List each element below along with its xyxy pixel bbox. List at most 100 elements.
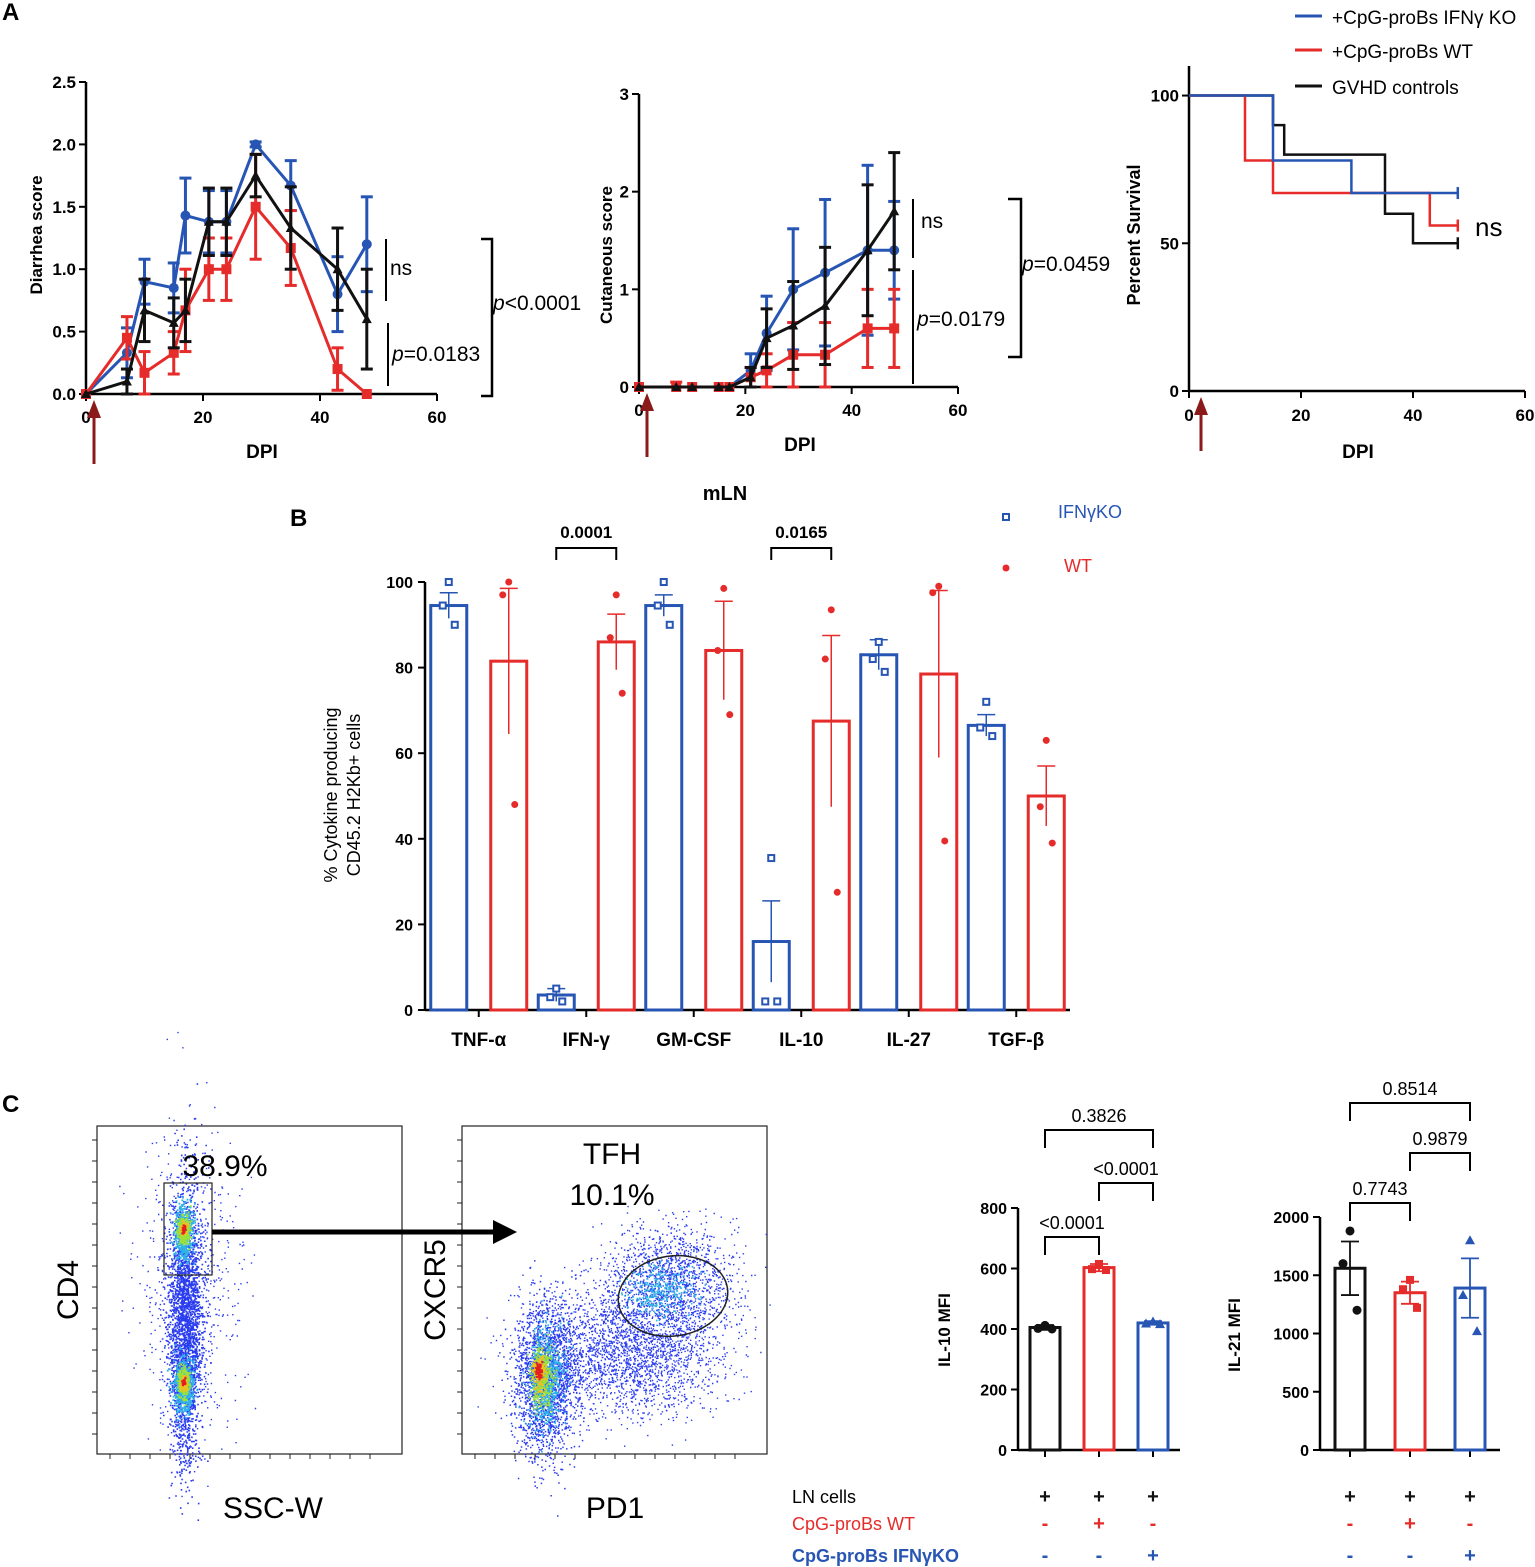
diarrhea-x-tick-label: 40 (311, 408, 330, 427)
il10-comparison-bracket (1098, 1182, 1154, 1201)
cytokine-point (558, 997, 567, 1006)
il10-bar (1028, 1325, 1062, 1452)
il10-y-label: IL-10 MFI (935, 1293, 954, 1367)
diarrhea-point (250, 170, 261, 180)
cytokine-point (499, 591, 507, 599)
condition-sign: - (1347, 1513, 1354, 1535)
cytokine-y-tick-label: 80 (395, 661, 413, 678)
il10-y-tick-label: 0 (998, 1443, 1007, 1460)
cutaneous-x-tick-label: 40 (842, 401, 861, 420)
cytokine-point (935, 582, 943, 590)
cytokine-point (659, 578, 668, 586)
condition-sign: + (1093, 1486, 1105, 1508)
diarrhea-y-tick-label: 1.0 (52, 260, 76, 279)
il10-bar (1136, 1321, 1170, 1452)
cytokine-point (726, 711, 734, 719)
cytokine-chart: mLN % Cytokine producing CD45.2 H2Kb+ ce… (321, 483, 1122, 1051)
survival-day0-arrowhead (1194, 397, 1208, 415)
il10-point (1033, 1323, 1043, 1333)
diarrhea-point (168, 317, 179, 327)
cytokine-point (505, 578, 513, 586)
cytokine-comparison-bracket (770, 547, 833, 560)
cutaneous-y-tick-label: 1 (620, 280, 629, 299)
cutaneous-y-tick-label: 3 (620, 85, 629, 104)
survival-x-tick-label: 60 (1516, 406, 1535, 425)
diarrhea-p2-label: p<0.0001 (492, 292, 581, 315)
cytokine-y-label-2: CD45.2 H2Kb+ cells (344, 714, 364, 877)
condition-sign: + (1147, 1486, 1159, 1508)
survival-x-label: DPI (1342, 442, 1374, 463)
il21-y-tick-label: 2000 (1273, 1210, 1309, 1227)
cytokine-point (665, 620, 674, 629)
condition-sign: - (1347, 1545, 1354, 1567)
il21-comparison-label: 0.9879 (1412, 1129, 1467, 1149)
survival-y-tick-label: 100 (1151, 87, 1179, 106)
cytokine-bar-IFNγKO (966, 723, 1006, 1012)
legend-b: IFNγKO WT (1002, 502, 1122, 576)
condition-sign: + (1404, 1486, 1416, 1508)
diarrhea-point (180, 210, 191, 221)
cytokine-point (1042, 736, 1050, 744)
cytokine-y-tick-label: 0 (404, 1003, 413, 1020)
cutaneous-point (862, 323, 873, 334)
cytokine-x-tick-label: IL-10 (779, 1030, 823, 1051)
diarrhea-point (81, 389, 91, 398)
condition-sign: - (1150, 1513, 1157, 1535)
cytokine-y-tick-label: 20 (395, 917, 413, 934)
cytokine-x-tick-label: IFN-γ (563, 1030, 611, 1051)
diarrhea-ns-label: ns (390, 257, 412, 280)
diarrhea-point (332, 264, 343, 274)
cutaneous-point (724, 382, 735, 391)
il10-comparison-label: 0.3826 (1071, 1106, 1126, 1126)
cytokine-x-tick-label: IL-27 (887, 1030, 931, 1051)
cytokine-point (618, 689, 626, 697)
cytokine-point (552, 984, 561, 993)
diarrhea-point (221, 264, 232, 275)
cytokine-point (767, 854, 776, 863)
cutaneous-ns-label: ns (921, 210, 943, 233)
condition-sign: - (1042, 1545, 1049, 1567)
cytokine-point (773, 997, 782, 1006)
cutaneous-point (634, 382, 644, 391)
cytokine-x-tick-label: GM-CSF (656, 1030, 731, 1051)
il10-comparison-bracket (1044, 1129, 1154, 1148)
cutaneous-y-tick-label: 0 (620, 378, 629, 397)
diarrhea-point (361, 389, 372, 399)
cytokine-y-tick-label: 100 (386, 575, 413, 592)
diarrhea-point (250, 139, 261, 150)
diarrhea-point (139, 367, 150, 378)
survival-step-line (1189, 94, 1458, 227)
cutaneous-point (687, 382, 698, 391)
cutaneous-y-label: Cutaneous score (597, 186, 616, 324)
il10-y-tick-label: 400 (980, 1322, 1007, 1339)
diarrhea-point (121, 332, 132, 343)
cutaneous-point (671, 382, 682, 391)
cytokine-bar-IFNγKO (429, 604, 469, 1012)
diarrhea-y-tick-label: 0.5 (52, 323, 76, 342)
flow-dot-cluster (477, 1249, 771, 1447)
cutaneous-chart: Cutaneous score DPI ns p=0.0179 p=0.0459… (597, 85, 1110, 457)
il21-y-tick-label: 0 (1300, 1443, 1309, 1460)
legend-b-red-marker (1002, 564, 1010, 572)
tfh-gate (617, 1254, 729, 1338)
il10-comparison-bracket (1044, 1236, 1100, 1255)
cutaneous-x-label: DPI (784, 435, 816, 456)
cd4-gate-value: 38.9% (182, 1150, 267, 1183)
cytokine-comparison-label: 0.0001 (560, 523, 612, 542)
cutaneous-point (761, 333, 772, 343)
il21-comparison-bracket (1349, 1102, 1471, 1121)
diarrhea-point (121, 376, 132, 386)
il10-point (1040, 1320, 1050, 1330)
diarrhea-day0-arrowhead (87, 400, 101, 418)
flow-dot-cluster (181, 1376, 187, 1387)
cutaneous-p2-label: p=0.0459 (1021, 253, 1110, 276)
survival-y-tick-label: 50 (1160, 234, 1179, 253)
cytokine-point (976, 723, 985, 732)
cytokine-title: mLN (703, 483, 747, 505)
cytokine-point (827, 606, 835, 614)
condition-row-label-ko: CpG-proBs IFNγKO (792, 1546, 959, 1566)
diarrhea-chart: Diarrhea score DPI ns p=0.0183 p<0.0001 … (27, 73, 581, 464)
condition-sign: - (1096, 1545, 1103, 1567)
cutaneous-point (713, 382, 724, 391)
cutaneous-p2-bracket (1008, 197, 1023, 359)
